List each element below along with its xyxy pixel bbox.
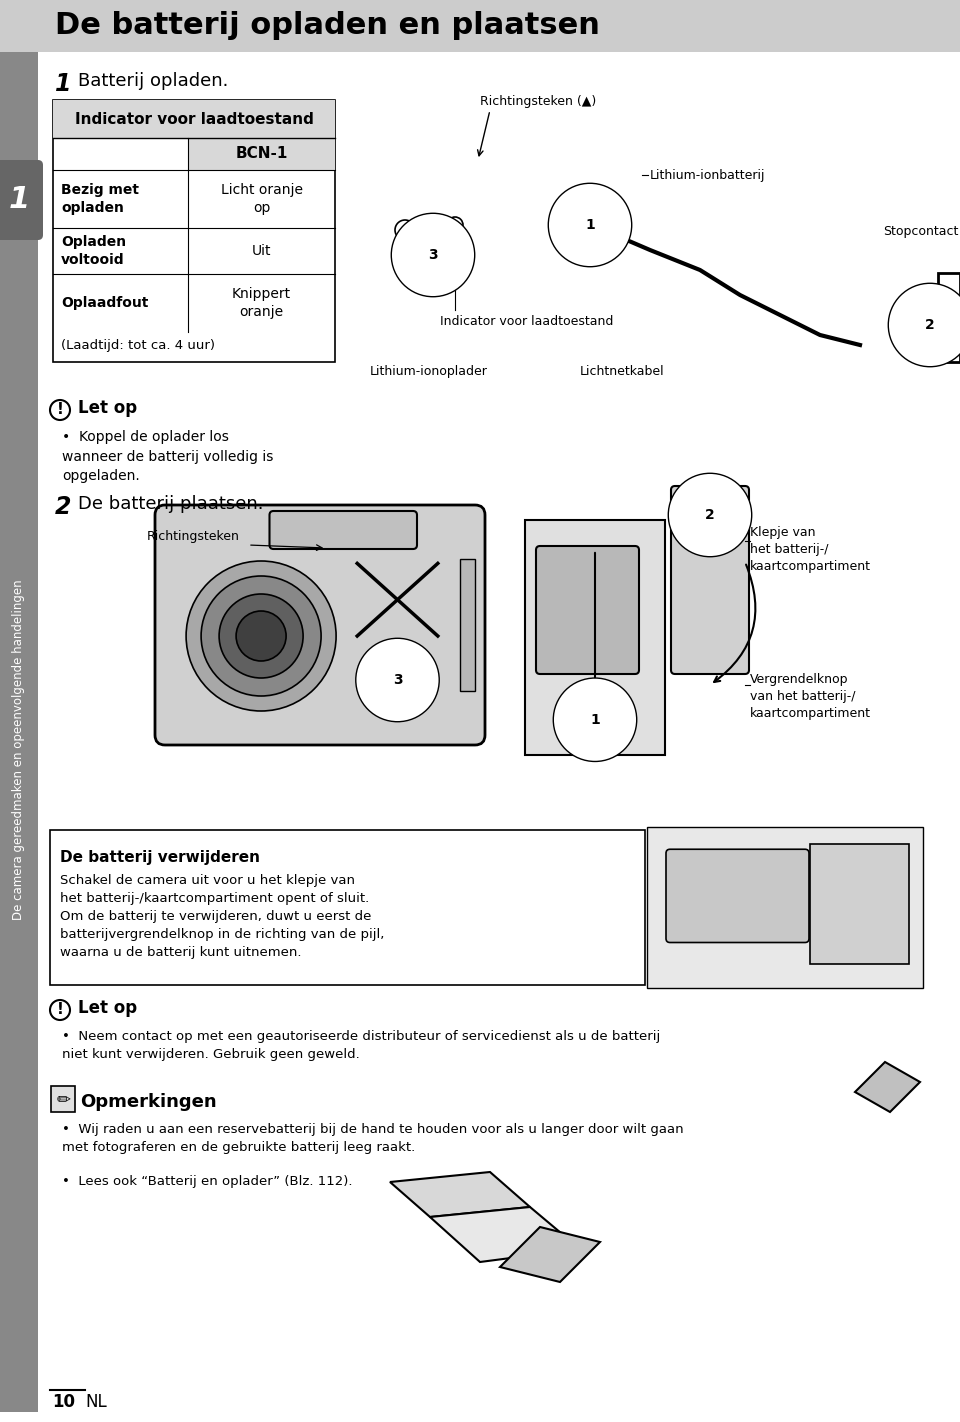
Polygon shape (500, 1227, 600, 1283)
Text: 1: 1 (586, 218, 595, 232)
Circle shape (50, 400, 70, 419)
Text: Vergrendelknop
van het batterij-/
kaartcompartiment: Vergrendelknop van het batterij-/ kaartc… (750, 673, 871, 720)
Text: Bezig met
opladen: Bezig met opladen (61, 183, 139, 215)
Text: Richtingsteken (▲): Richtingsteken (▲) (480, 95, 596, 108)
Text: 2: 2 (925, 319, 935, 331)
Circle shape (236, 611, 286, 661)
Text: Indicator voor laadtoestand: Indicator voor laadtoestand (440, 316, 613, 328)
FancyBboxPatch shape (155, 505, 485, 745)
Text: Batterij opladen.: Batterij opladen. (78, 73, 228, 90)
Text: (Laadtijd: tot ca. 4 uur): (Laadtijd: tot ca. 4 uur) (61, 338, 215, 353)
Text: 1: 1 (55, 73, 71, 97)
Circle shape (201, 576, 321, 695)
Text: !: ! (57, 402, 63, 418)
Text: De batterij verwijderen: De batterij verwijderen (60, 850, 260, 865)
Text: Indicator voor laadtoestand: Indicator voor laadtoestand (75, 111, 313, 127)
FancyBboxPatch shape (950, 294, 955, 310)
Text: 2: 2 (55, 495, 71, 519)
Text: Stopcontact: Stopcontact (882, 225, 958, 237)
Polygon shape (855, 1062, 920, 1112)
Text: De batterij opladen en plaatsen: De batterij opladen en plaatsen (55, 11, 600, 40)
Text: 3: 3 (393, 673, 402, 687)
Text: De camera gereedmaken en opeenvolgende handelingen: De camera gereedmaken en opeenvolgende h… (12, 580, 26, 920)
Text: Lichtnetkabel: Lichtnetkabel (580, 365, 664, 378)
Text: 1: 1 (590, 712, 600, 727)
FancyBboxPatch shape (943, 320, 948, 336)
Text: !: ! (57, 1003, 63, 1018)
Text: Schakel de camera uit voor u het klepje van
het batterij-/kaartcompartiment open: Schakel de camera uit voor u het klepje … (60, 875, 384, 958)
Text: Let op: Let op (78, 1000, 137, 1017)
Text: Knippert
oranje: Knippert oranje (232, 287, 291, 319)
FancyBboxPatch shape (51, 1086, 75, 1112)
Circle shape (50, 1000, 70, 1020)
Text: BCN-1: BCN-1 (235, 146, 288, 162)
Text: Richtingsteken: Richtingsteken (147, 530, 240, 543)
Text: Klepje van
het batterij-/
kaartcompartiment: Klepje van het batterij-/ kaartcompartim… (750, 526, 871, 573)
FancyBboxPatch shape (53, 100, 335, 138)
FancyBboxPatch shape (666, 849, 809, 943)
Circle shape (395, 220, 415, 240)
Text: Uit: Uit (252, 245, 272, 257)
Text: •  Neem contact op met een geautoriseerde distributeur of servicedienst als u de: • Neem contact op met een geautoriseerde… (62, 1030, 660, 1061)
FancyBboxPatch shape (671, 486, 749, 674)
Polygon shape (430, 1207, 580, 1261)
FancyBboxPatch shape (647, 828, 923, 988)
FancyBboxPatch shape (0, 53, 38, 1412)
Text: Let op: Let op (78, 400, 137, 417)
FancyBboxPatch shape (188, 138, 335, 171)
FancyBboxPatch shape (810, 843, 908, 964)
Text: Opmerkingen: Opmerkingen (80, 1094, 217, 1111)
Text: •  Koppel de oplader los
wanneer de batterij volledig is
opgeladen.: • Koppel de oplader los wanneer de batte… (62, 429, 274, 483)
Text: 1: 1 (9, 185, 30, 215)
Text: Opladen
voltooid: Opladen voltooid (61, 235, 126, 267)
Polygon shape (390, 1172, 530, 1217)
Circle shape (447, 218, 463, 233)
FancyBboxPatch shape (50, 830, 645, 985)
FancyBboxPatch shape (536, 546, 639, 674)
Text: •  Lees ook “Batterij en oplader” (Blz. 112).: • Lees ook “Batterij en oplader” (Blz. 1… (62, 1175, 352, 1187)
Text: Licht oranje
op: Licht oranje op (221, 183, 302, 215)
Text: Lithium-ionoplader: Lithium-ionoplader (370, 365, 488, 378)
FancyBboxPatch shape (53, 100, 335, 363)
Text: Lithium-ionbatterij: Lithium-ionbatterij (650, 168, 765, 182)
Text: 3: 3 (428, 247, 438, 262)
Text: NL: NL (85, 1394, 107, 1411)
Text: Oplaadfout: Oplaadfout (61, 296, 149, 310)
FancyBboxPatch shape (460, 559, 475, 691)
Text: •  Wij raden u aan een reservebatterij bij de hand te houden voor als u langer d: • Wij raden u aan een reservebatterij bi… (62, 1123, 684, 1155)
FancyBboxPatch shape (270, 510, 417, 549)
FancyBboxPatch shape (525, 520, 665, 755)
Circle shape (186, 562, 336, 711)
FancyBboxPatch shape (938, 273, 960, 363)
Text: 10: 10 (52, 1394, 75, 1411)
FancyBboxPatch shape (0, 0, 960, 53)
FancyBboxPatch shape (943, 294, 948, 310)
Text: De batterij plaatsen.: De batterij plaatsen. (78, 495, 263, 513)
Text: 2: 2 (706, 508, 715, 522)
FancyBboxPatch shape (950, 320, 955, 336)
Text: ✏: ✏ (56, 1091, 70, 1108)
Circle shape (219, 594, 303, 678)
FancyBboxPatch shape (0, 161, 43, 240)
